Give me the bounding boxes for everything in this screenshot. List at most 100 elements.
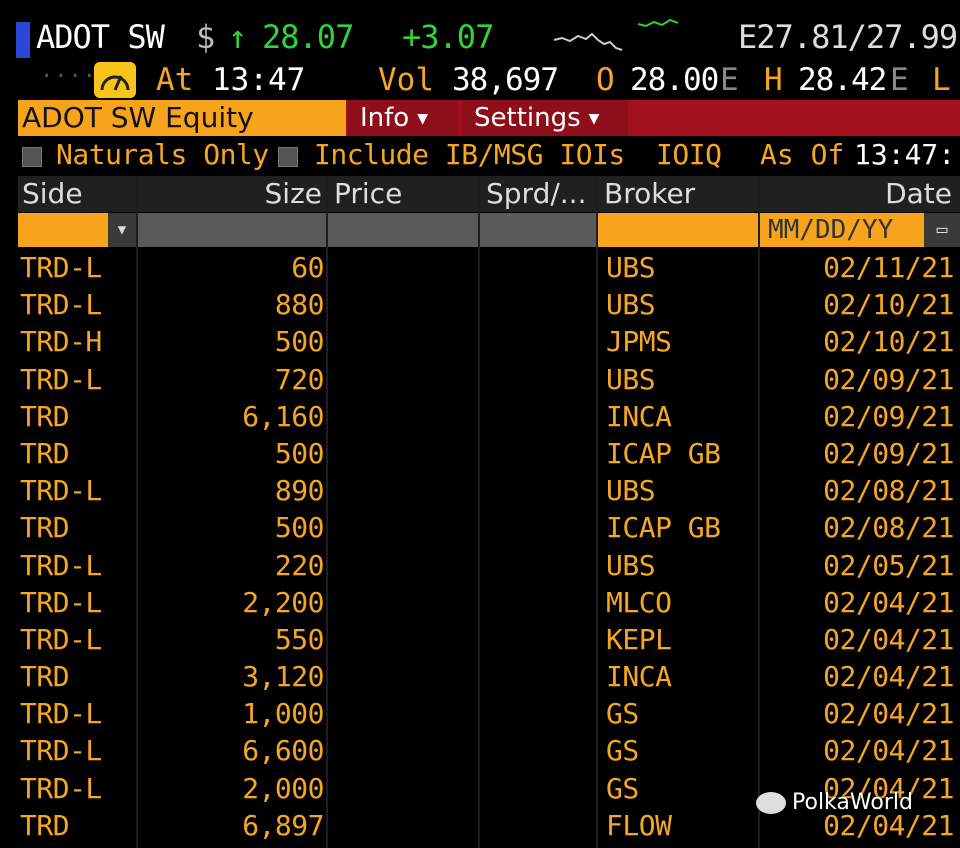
command-cursor[interactable] bbox=[16, 22, 30, 58]
column-header-price[interactable]: Price bbox=[328, 176, 478, 212]
as-of-time[interactable]: 13:47: bbox=[854, 138, 956, 171]
at-label: At bbox=[156, 62, 194, 98]
cell-date: 02/04/21 bbox=[823, 771, 954, 805]
cell-side: TRD bbox=[20, 436, 70, 470]
price-change: +3.07 bbox=[402, 18, 494, 56]
ticker-symbol[interactable]: ADOT SW bbox=[36, 18, 165, 56]
cell-size: 500 bbox=[274, 436, 325, 470]
cell-size: 890 bbox=[274, 474, 325, 508]
calendar-icon[interactable]: ▭ bbox=[924, 213, 960, 247]
cell-date: 02/10/21 bbox=[823, 288, 954, 322]
cell-broker: INCA bbox=[606, 660, 672, 694]
column-header-size[interactable]: Size bbox=[138, 176, 326, 212]
cell-size: 2,200 bbox=[242, 585, 324, 619]
table-row[interactable]: TRD 6,160 INCA 02/09/21 bbox=[18, 398, 960, 435]
cell-date: 02/04/21 bbox=[823, 697, 954, 731]
naturals-only-checkbox[interactable] bbox=[22, 147, 42, 167]
column-header-spread[interactable]: Sprd/... bbox=[480, 176, 596, 212]
volume-value: 38,697 bbox=[452, 62, 559, 98]
table-row[interactable]: TRD-L 890 UBS 02/08/21 bbox=[18, 472, 960, 509]
cell-broker: GS bbox=[606, 771, 639, 805]
watermark-text: PolkaWorld bbox=[792, 790, 913, 815]
column-header-side[interactable]: Side bbox=[18, 176, 136, 212]
table-row[interactable]: TRD-L 220 UBS 02/05/21 bbox=[18, 547, 960, 584]
cell-date: 02/09/21 bbox=[823, 399, 954, 433]
table-row[interactable]: TRD 500 ICAP GB 02/09/21 bbox=[18, 435, 960, 472]
cell-size: 500 bbox=[274, 511, 325, 545]
cell-date: 02/04/21 bbox=[823, 660, 954, 694]
price-filter[interactable] bbox=[328, 213, 478, 247]
column-header-date[interactable]: Date bbox=[760, 176, 960, 212]
column-header-broker[interactable]: Broker bbox=[598, 176, 758, 212]
open-label: O bbox=[596, 62, 615, 98]
cell-side: TRD-H bbox=[20, 325, 102, 359]
broker-filter[interactable] bbox=[598, 213, 758, 247]
cell-broker: INCA bbox=[606, 399, 672, 433]
filter-bar: Naturals Only Include IB/MSG IOIs IOIQ A… bbox=[0, 138, 960, 174]
quote-stats: ····· At 13:47 Vol 38,697 O 28.00 E H 28… bbox=[0, 60, 960, 100]
cell-side: TRD bbox=[20, 808, 70, 842]
info-menu-button[interactable]: Info ▼ bbox=[348, 100, 458, 136]
size-filter[interactable] bbox=[138, 213, 326, 247]
ioiq-link[interactable]: IOIQ bbox=[656, 138, 722, 171]
column-divider bbox=[478, 176, 480, 848]
cell-broker: FLOW bbox=[606, 808, 672, 842]
settings-menu-button[interactable]: Settings ▼ bbox=[462, 100, 628, 136]
security-field[interactable]: ADOT SW Equity bbox=[18, 100, 346, 136]
settings-menu-label: Settings bbox=[474, 103, 581, 133]
dropdown-arrow-icon[interactable]: ▼ bbox=[108, 213, 136, 247]
table-row[interactable]: TRD 6,897 FLOW 02/04/21 bbox=[18, 807, 960, 844]
cell-broker: KEPL bbox=[606, 622, 672, 656]
cell-size: 3,120 bbox=[242, 660, 324, 694]
column-divider bbox=[136, 176, 138, 848]
cell-broker: GS bbox=[606, 697, 639, 731]
table-row[interactable]: TRD-L 880 UBS 02/10/21 bbox=[18, 286, 960, 323]
cell-date: 02/09/21 bbox=[823, 436, 954, 470]
open-value: 28.00 bbox=[630, 62, 719, 98]
grid-filter-row: ▼ MM/DD/YY ▭ bbox=[18, 213, 960, 247]
table-row[interactable]: TRD-L 6,600 GS 02/04/21 bbox=[18, 732, 960, 769]
cell-size: 60 bbox=[291, 251, 324, 284]
volume-label: Vol bbox=[378, 62, 434, 98]
high-label: H bbox=[764, 62, 783, 98]
table-row[interactable]: TRD 3,120 INCA 02/04/21 bbox=[18, 658, 960, 695]
watermark: PolkaWorld bbox=[756, 790, 913, 815]
grid-header-row: Side Size Price Sprd/... Broker Date bbox=[18, 176, 960, 212]
cell-broker: UBS bbox=[606, 548, 656, 582]
caret-down-icon: ▼ bbox=[588, 110, 600, 127]
table-row[interactable]: TRD-L 60 UBS 02/11/21 bbox=[18, 249, 960, 286]
cell-size: 1,000 bbox=[242, 697, 324, 731]
caret-down-icon: ▼ bbox=[417, 110, 428, 127]
cell-broker: JPMS bbox=[606, 325, 672, 359]
cell-side: TRD bbox=[20, 660, 70, 694]
cell-date: 02/04/21 bbox=[823, 585, 954, 619]
cell-broker: UBS bbox=[606, 251, 656, 284]
cell-size: 720 bbox=[274, 362, 325, 396]
table-row[interactable]: TRD-L 720 UBS 02/09/21 bbox=[18, 361, 960, 398]
table-row[interactable]: TRD-L 1,000 GS 02/04/21 bbox=[18, 695, 960, 732]
column-divider bbox=[596, 176, 598, 848]
table-row[interactable]: TRD 500 ICAP GB 02/08/21 bbox=[18, 509, 960, 546]
include-ib-checkbox[interactable] bbox=[278, 147, 298, 167]
cell-date: 02/08/21 bbox=[823, 511, 954, 545]
as-of-label: As Of bbox=[760, 138, 845, 171]
cell-broker: UBS bbox=[606, 362, 656, 396]
cell-size: 880 bbox=[274, 288, 325, 322]
cell-date: 02/08/21 bbox=[823, 474, 954, 508]
cell-size: 550 bbox=[274, 622, 325, 656]
cell-side: TRD-L bbox=[20, 771, 102, 805]
table-row[interactable]: TRD-H 500 JPMS 02/10/21 bbox=[18, 323, 960, 360]
cell-size: 6,600 bbox=[242, 734, 324, 768]
table-row[interactable]: TRD-L 550 KEPL 02/04/21 bbox=[18, 621, 960, 658]
bid-ask: E27.81/27.99 bbox=[738, 18, 958, 56]
table-row[interactable]: TRD-L 2,000 GS 02/04/21 bbox=[18, 770, 960, 807]
cell-side: TRD-L bbox=[20, 362, 102, 396]
trades-rows: TRD-L 60 UBS 02/11/21 TRD-L 880 UBS 02/10/21 TRD… bbox=[18, 249, 960, 844]
cell-size: 2,000 bbox=[242, 771, 324, 805]
table-row[interactable]: TRD-L 2,200 MLCO 02/04/21 bbox=[18, 584, 960, 621]
side-filter[interactable] bbox=[18, 213, 108, 247]
spread-filter[interactable] bbox=[480, 213, 596, 247]
gauge-icon[interactable] bbox=[94, 62, 136, 98]
cell-date: 02/11/21 bbox=[823, 251, 954, 284]
date-filter[interactable]: MM/DD/YY bbox=[760, 213, 924, 247]
